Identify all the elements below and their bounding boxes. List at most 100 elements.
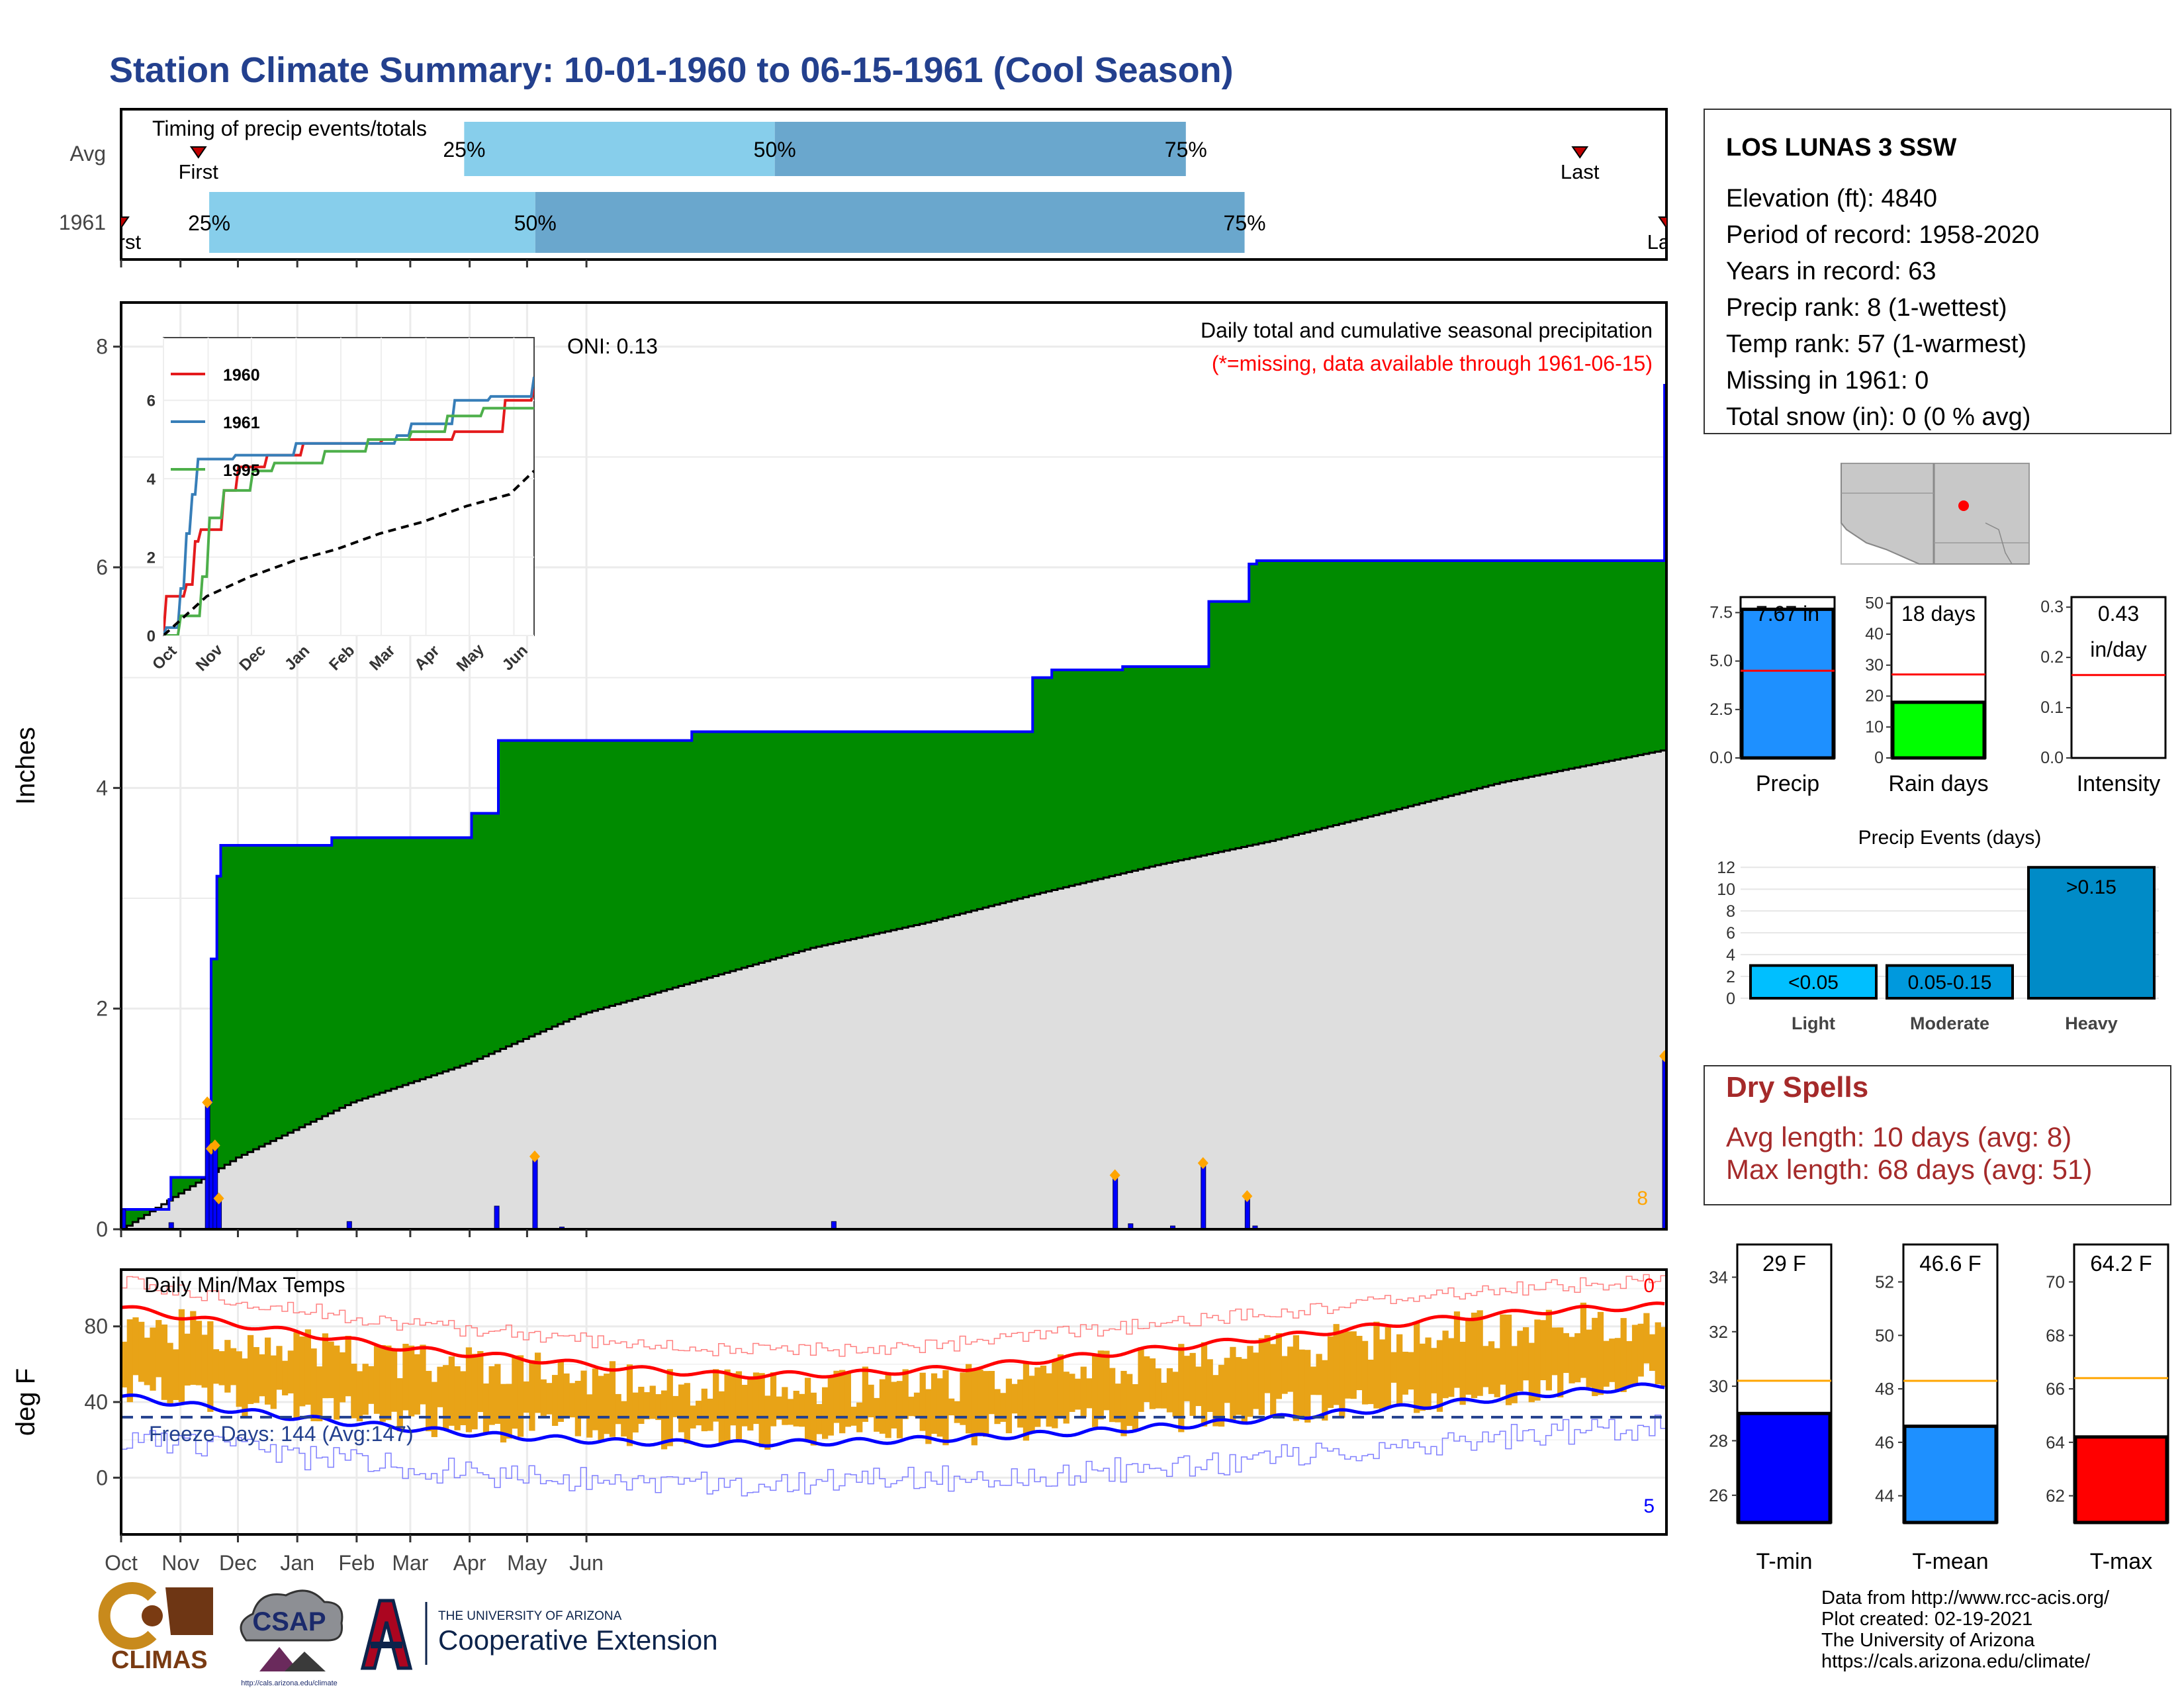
daily-temp-range-bar — [615, 1393, 621, 1425]
daily-temp-range-bar — [1649, 1334, 1656, 1371]
temp-y-axis-label: deg F — [11, 1368, 40, 1436]
daily-temp-range-bar — [1206, 1359, 1213, 1412]
events-bar-label: <0.05 — [1788, 972, 1839, 994]
daily-temp-range-bar — [1224, 1358, 1230, 1403]
summary-bar-value-label: 18 days — [1901, 602, 1976, 626]
daily-temp-range-bar — [156, 1320, 162, 1378]
temp-bar-label: T-min — [1756, 1549, 1813, 1574]
climas-logo: CLIMAS — [98, 1582, 213, 1674]
daily-temp-range-bar — [1172, 1372, 1179, 1417]
daily-temp-range-bar — [885, 1375, 891, 1438]
daily-temp-range-bar — [1511, 1346, 1518, 1403]
daily-temp-range-bar — [195, 1321, 203, 1385]
daily-temp-range-bar — [787, 1399, 794, 1425]
summary-bar-tick-label: 10 — [1865, 718, 1884, 736]
daily-temp-range-bar — [1316, 1354, 1322, 1395]
daily-temp-range-bar — [1195, 1366, 1202, 1407]
temp-bar-value-label: 29 F — [1762, 1251, 1806, 1276]
daily-temp-range-bar — [121, 1341, 128, 1387]
daily-temp-range-bar — [1034, 1367, 1041, 1427]
daily-temp-range-bar — [1178, 1344, 1185, 1432]
daily-temp-range-bar — [322, 1333, 329, 1399]
summary-bar-value-label: in/day — [2090, 637, 2146, 661]
daily-temp-range-bar — [282, 1360, 289, 1395]
timing-q2-segment — [209, 192, 535, 253]
daily-temp-range-bar — [844, 1371, 851, 1427]
daily-temp-range-bar — [1241, 1358, 1248, 1424]
daily-precip-bar — [1113, 1174, 1118, 1229]
temp-bar-tick-label: 52 — [1875, 1272, 1894, 1292]
daily-temp-range-bar — [1459, 1341, 1466, 1405]
daily-temp-range-bar — [741, 1385, 748, 1427]
month-label: Mar — [392, 1551, 428, 1575]
daily-temp-range-bar — [426, 1370, 432, 1432]
daily-temp-range-bar — [488, 1366, 495, 1425]
csap-logo: CSAP http://cals.arizona.edu/climate — [233, 1587, 345, 1687]
temperature-panel: 0 40 80 deg F Daily Min/Max Temps Freeze D… — [11, 1268, 1668, 1536]
daily-temp-range-bar — [540, 1379, 547, 1416]
daily-temp-range-bar — [1069, 1374, 1075, 1412]
daily-temp-range-bar — [1074, 1378, 1081, 1410]
daily-temp-range-bar — [1477, 1310, 1483, 1396]
daily-temp-range-bar — [1201, 1342, 1208, 1427]
daily-temp-range-bar — [1322, 1360, 1328, 1421]
daily-temp-range-bar — [420, 1344, 426, 1405]
daily-temp-range-bar — [460, 1371, 467, 1426]
temp-bar-tick-label: 46 — [1875, 1432, 1894, 1452]
dry-spells-max: Max length: 68 days (avg: 51) — [1726, 1154, 2092, 1185]
temp-bar-tick-label: 28 — [1709, 1430, 1728, 1450]
daily-temp-range-bar — [1620, 1318, 1627, 1392]
daily-temp-range-bar — [563, 1373, 570, 1417]
daily-temp-range-bar — [201, 1335, 208, 1388]
daily-temp-range-bar — [144, 1337, 150, 1385]
daily-temp-range-bar — [1482, 1346, 1489, 1387]
daily-temp-range-bar — [1603, 1340, 1610, 1387]
daily-temp-range-bar — [862, 1366, 869, 1422]
daily-temp-range-bar — [190, 1311, 197, 1385]
daily-precip-bar — [494, 1205, 500, 1229]
daily-temp-range-bar — [747, 1379, 754, 1431]
daily-temp-range-bar — [827, 1376, 834, 1436]
daily-temp-range-bar — [707, 1398, 713, 1431]
daily-temp-range-bar — [1431, 1348, 1437, 1393]
timing-p25-label: 25% — [443, 138, 485, 162]
daily-temp-range-bar — [874, 1397, 880, 1432]
inset-legend-label: 1961 — [223, 414, 260, 432]
daily-temp-range-bar — [1655, 1322, 1661, 1385]
timing-q3-segment — [535, 192, 1245, 253]
daily-temp-range-bar — [1390, 1352, 1397, 1383]
temp-y-tick-label: 0 — [96, 1466, 108, 1489]
dry-spells-avg: Avg length: 10 days (avg: 8) — [1726, 1121, 2071, 1152]
daily-temp-range-bar — [1500, 1314, 1506, 1385]
daily-temp-range-bar — [471, 1354, 478, 1430]
temp-bar-tick-label: 62 — [2046, 1486, 2065, 1506]
daily-precip-bar — [1252, 1225, 1258, 1229]
daily-temp-range-bar — [265, 1337, 271, 1405]
month-label: Oct — [105, 1551, 138, 1575]
temp-bar-tick-label: 26 — [1709, 1485, 1728, 1505]
summary-bar-tick-label: 5.0 — [1709, 652, 1733, 671]
daily-temp-range-bar — [517, 1355, 524, 1437]
inset-series-line-1960 — [163, 388, 534, 635]
daily-precip-bar — [831, 1221, 837, 1229]
daily-temp-range-bar — [1287, 1346, 1294, 1392]
daily-temp-range-bar — [1253, 1352, 1259, 1409]
daily-temp-range-bar — [1293, 1335, 1300, 1421]
daily-temp-range-bar — [902, 1369, 909, 1419]
daily-temp-range-bar — [1402, 1352, 1408, 1395]
summary-bar-tick-label: 7.5 — [1709, 603, 1733, 622]
daily-temp-range-bar — [506, 1383, 512, 1439]
daily-temp-range-bar — [868, 1384, 874, 1418]
heavy-precip-marker — [1109, 1169, 1120, 1182]
daily-temp-range-bar — [310, 1348, 317, 1421]
daily-temp-range-bar — [1235, 1357, 1242, 1415]
daily-temp-range-bar — [1264, 1335, 1271, 1393]
daily-temp-range-bar — [1166, 1368, 1173, 1413]
daily-temp-range-bar — [1011, 1383, 1018, 1414]
daily-temp-range-bar — [126, 1319, 133, 1403]
daily-temp-range-bar — [1275, 1333, 1282, 1399]
daily-temp-range-bar — [1396, 1334, 1403, 1405]
daily-temp-range-bar — [696, 1401, 702, 1426]
daily-temp-range-bar — [1361, 1340, 1369, 1405]
timing-last-label: Last — [1647, 230, 1686, 254]
